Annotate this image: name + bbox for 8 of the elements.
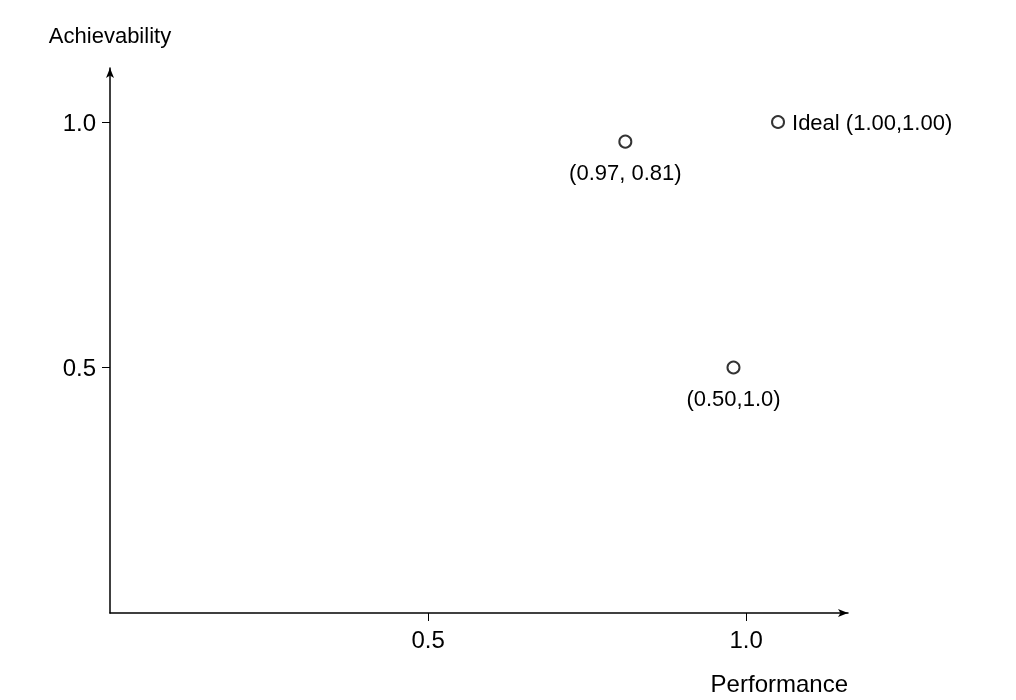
annotation: Ideal (1.00,1.00) [792,109,953,135]
point [726,360,741,375]
point [618,134,633,149]
point [771,115,786,130]
x-axis-title: Performance [710,669,848,697]
y-axis-title: Achievability [48,22,172,48]
annotation: (0.97, 0.81) [569,160,682,186]
annotation: (0.50,1.0) [686,386,781,411]
